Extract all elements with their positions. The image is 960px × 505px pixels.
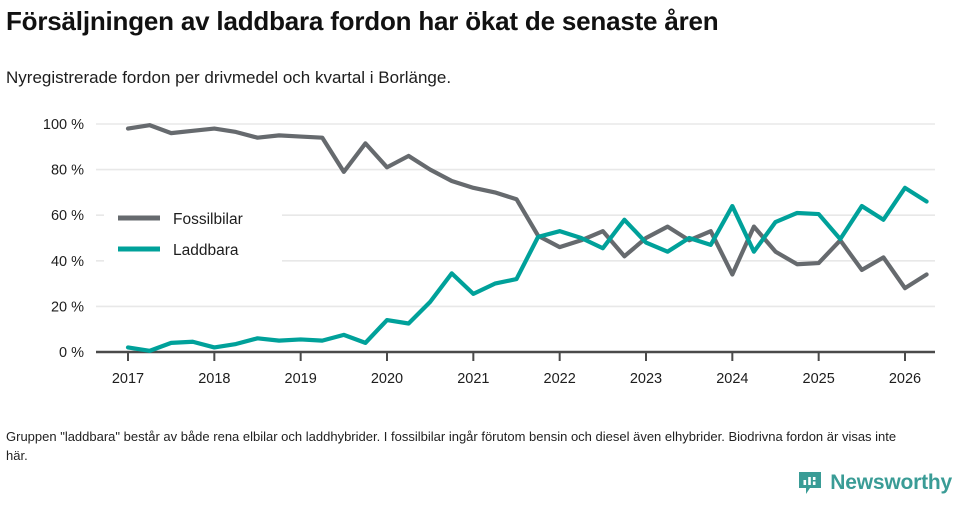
logo-wordmark: Newsworthy bbox=[830, 471, 952, 494]
legend-label-laddbara: Laddbara bbox=[173, 242, 239, 259]
x-axis-tick-label: 2025 bbox=[803, 371, 835, 387]
newsworthy-logo[interactable]: Newsworthy bbox=[797, 470, 952, 496]
x-axis-tick-label: 2022 bbox=[544, 371, 576, 387]
x-axis-tick-label: 2024 bbox=[716, 371, 748, 387]
series-line-fossilbilar bbox=[125, 123, 929, 291]
x-axis-tick-label: 2020 bbox=[371, 371, 403, 387]
chart-footnote: Gruppen "laddbara" består av både rena e… bbox=[6, 429, 897, 463]
y-axis-tick-label: 100 % bbox=[43, 117, 84, 133]
x-axis-tick-label: 2026 bbox=[889, 371, 921, 387]
page-subtitle: Nyregistrerade fordon per drivmedel och … bbox=[6, 68, 452, 87]
series-line-laddbara bbox=[125, 185, 929, 353]
x-axis-tick-label: 2017 bbox=[112, 371, 144, 387]
x-axis-labels-group: 2017 2018 2019 2020 2021 2022 2023 2024 2025 2026 bbox=[112, 371, 921, 387]
line-chart: 0 % 20 % 40 % 60 % 80 % 100 % 2017 2018 2019 202… bbox=[43, 117, 935, 387]
chart-container: 0 % 20 % 40 % 60 % 80 % 100 % 2017 2018 2019 202… bbox=[0, 105, 960, 395]
y-axis-tick-label: 80 % bbox=[51, 163, 84, 179]
x-axis-tick-label: 2018 bbox=[198, 371, 230, 387]
y-axis-labels-group: 0 % 20 % 40 % 60 % 80 % 100 % bbox=[43, 117, 84, 361]
y-axis-tick-label: 0 % bbox=[59, 345, 84, 361]
bar-chart-bubble-icon bbox=[799, 472, 822, 494]
page-title: Försäljningen av laddbara fordon har öka… bbox=[6, 6, 719, 36]
y-axis-tick-label: 60 % bbox=[51, 208, 84, 224]
x-axis-tick-label: 2023 bbox=[630, 371, 662, 387]
y-axis-tick-label: 40 % bbox=[51, 254, 84, 270]
legend-label-fossilbilar: Fossilbilar bbox=[173, 211, 243, 228]
x-axis-group bbox=[127, 352, 906, 361]
y-axis-tick-label: 20 % bbox=[51, 299, 84, 315]
series-lines-group bbox=[125, 123, 929, 353]
x-axis-tick-label: 2019 bbox=[285, 371, 317, 387]
chart-legend: Fossilbilar Laddbara bbox=[104, 204, 282, 262]
x-axis-tick-label: 2021 bbox=[457, 371, 489, 387]
